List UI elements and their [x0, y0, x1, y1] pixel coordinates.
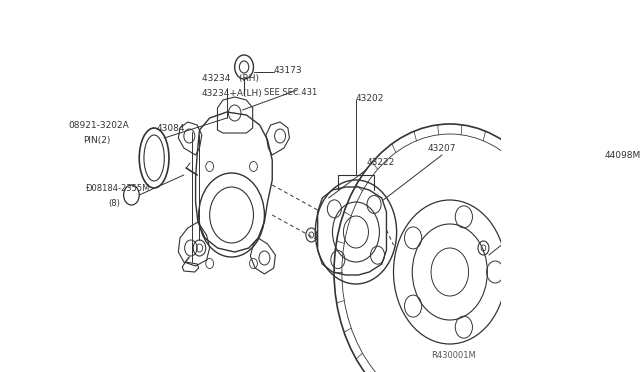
- Text: R430001M: R430001M: [431, 350, 476, 359]
- Text: SEE SEC.431: SEE SEC.431: [264, 87, 317, 96]
- Text: 44098M: 44098M: [605, 151, 640, 160]
- Text: 43207: 43207: [428, 144, 456, 153]
- Text: 43084: 43084: [156, 124, 185, 132]
- Text: 43222: 43222: [366, 157, 394, 167]
- Text: Ð08184-2355M: Ð08184-2355M: [86, 183, 150, 192]
- Text: 43202: 43202: [356, 93, 385, 103]
- Text: 43234+A(LH): 43234+A(LH): [202, 89, 262, 97]
- Text: 43173: 43173: [274, 65, 303, 74]
- Text: PIN(2): PIN(2): [83, 135, 110, 144]
- Text: 43234   (RH): 43234 (RH): [202, 74, 259, 83]
- Text: (8): (8): [108, 199, 120, 208]
- Text: 08921-3202A: 08921-3202A: [69, 121, 129, 129]
